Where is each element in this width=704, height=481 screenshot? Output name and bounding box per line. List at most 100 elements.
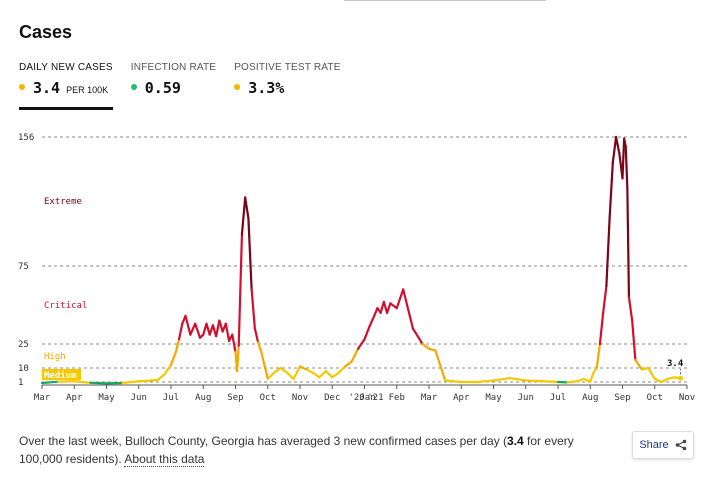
- series-segment: [40, 380, 60, 385]
- series-segment: [611, 135, 618, 164]
- status-dot-icon: [130, 84, 137, 90]
- series-segment: [602, 285, 608, 314]
- x-tick-label: '21: [367, 393, 383, 403]
- summary-rate: 3.4: [507, 434, 524, 448]
- series-segment: [279, 366, 289, 374]
- status-dot-icon: [19, 84, 25, 90]
- x-tick-label: Sep: [227, 393, 243, 403]
- series-segment: [218, 319, 224, 333]
- series-segment: [236, 344, 240, 373]
- tab-infection-rate[interactable]: INFECTION RATE 0.59: [130, 62, 234, 110]
- series-segment: [373, 307, 379, 318]
- tab-positive-test-rate[interactable]: POSITIVE TEST RATE 3.3%: [234, 62, 358, 110]
- series-segment: [247, 217, 253, 291]
- series-segment: [368, 314, 376, 328]
- y-tick-label: 25: [18, 340, 29, 350]
- level-high-label: High: [44, 352, 66, 362]
- series-segment: [595, 342, 602, 370]
- x-tick-label: Mar: [34, 393, 51, 403]
- series-segment: [427, 347, 437, 352]
- x-tick-label: Feb: [389, 393, 405, 403]
- series-segment: [653, 377, 663, 384]
- series-segment: [298, 365, 308, 371]
- series-segment: [444, 379, 463, 384]
- series-segment: [621, 137, 626, 180]
- series-segment: [492, 377, 511, 382]
- series-segment: [350, 347, 360, 363]
- series-segment: [411, 327, 424, 346]
- series-segment: [174, 338, 181, 354]
- metric-tabs: DAILY NEW CASES 3.4 PER 100K INFECTION R…: [19, 62, 359, 110]
- series-segment: [626, 186, 631, 299]
- about-data-link[interactable]: About this data: [124, 452, 205, 467]
- series-segment: [434, 349, 447, 382]
- tab-label: POSITIVE TEST RATE: [234, 62, 341, 73]
- x-tick-label: May: [485, 393, 502, 403]
- x-tick-label: Oct: [647, 393, 663, 403]
- tab-unit: PER 100K: [66, 85, 109, 95]
- y-tick-label: 1: [18, 378, 23, 388]
- x-tick-label: Nov: [679, 393, 695, 403]
- x-tick-label: Apr: [453, 393, 470, 403]
- x-tick-label: Nov: [292, 393, 308, 403]
- series-segment: [89, 381, 108, 385]
- x-tick-label: Oct: [260, 393, 276, 403]
- series-segment: [363, 325, 371, 341]
- series-segment: [215, 319, 221, 338]
- series-segment: [73, 380, 92, 384]
- series-segment: [244, 196, 250, 220]
- x-tick-label: Aug: [582, 393, 598, 403]
- series-segment: [324, 370, 334, 379]
- series-segment: [476, 379, 495, 384]
- tab-value: 3.3%: [248, 79, 285, 97]
- series-segment: [189, 322, 197, 336]
- series-segment: [331, 371, 340, 379]
- series-segment: [266, 371, 276, 380]
- x-tick-label: Jan: [359, 393, 375, 403]
- x-tick-label: Aug: [195, 393, 211, 403]
- series-segment: [614, 135, 621, 155]
- end-value-label: 3.4: [667, 359, 684, 369]
- series-segment: [337, 365, 347, 374]
- series-segment: [395, 288, 405, 310]
- series-segment: [385, 302, 392, 314]
- x-tick-label: May: [98, 393, 115, 403]
- series-segment: [344, 360, 353, 368]
- series-segment: [253, 327, 260, 344]
- y-tick-label: 156: [18, 133, 34, 143]
- series-segment: [157, 373, 166, 381]
- tab-label: INFECTION RATE: [130, 62, 217, 73]
- series-segment: [311, 371, 321, 379]
- y-tick-label: 10: [18, 364, 29, 374]
- series-segment: [666, 376, 676, 380]
- series-segment: [356, 338, 366, 350]
- series-segment: [224, 322, 231, 342]
- series-segment: [647, 366, 656, 380]
- series-segment: [421, 342, 431, 350]
- series-segment: [194, 322, 202, 339]
- series-segment: [240, 196, 247, 236]
- series-segment: [177, 322, 184, 341]
- page-title: Cases: [19, 22, 73, 42]
- series-segment: [273, 366, 282, 374]
- series-end-point: [678, 375, 684, 381]
- series-segment: [605, 217, 611, 288]
- x-tick-label: Sep: [614, 393, 630, 403]
- share-button[interactable]: Share: [632, 431, 694, 459]
- series-segment: [250, 288, 256, 330]
- series-segment: [305, 368, 314, 374]
- tab-daily-new-cases[interactable]: DAILY NEW CASES 3.4 PER 100K: [19, 62, 131, 110]
- series-segment: [589, 371, 595, 383]
- x-tick-label: Jun: [131, 393, 147, 403]
- series-segment: [576, 377, 585, 383]
- tab-value: 3.4: [33, 79, 61, 97]
- series-segment: [286, 371, 295, 380]
- series-segment: [508, 377, 527, 382]
- series-segment: [318, 370, 327, 379]
- series-segment: [631, 319, 637, 362]
- series-segment: [260, 350, 269, 380]
- series-segment: [540, 380, 560, 384]
- level-medium-badge: [42, 369, 81, 380]
- series-segment: [623, 137, 627, 148]
- series-segment: [382, 300, 389, 314]
